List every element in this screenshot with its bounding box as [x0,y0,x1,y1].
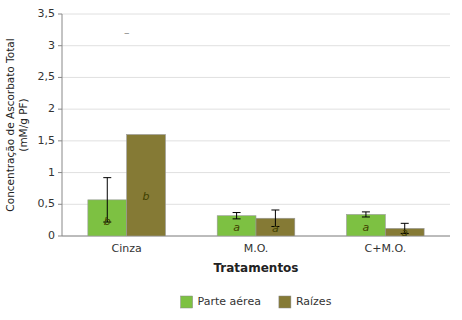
y-axis-label: Concentração de Ascorbato Total(mM/g PF) [4,38,29,211]
y-tick-label: 3,5 [38,7,56,20]
y-tick-label: 0,5 [38,197,56,210]
x-tick-label: Cinza [112,242,142,255]
bar [217,216,256,236]
error-line [236,213,237,219]
bar [347,214,386,236]
y-axis-label-line: (mM/g PF) [17,98,29,151]
legend-label: Parte aérea [198,295,261,308]
bar-label: b [143,190,150,203]
grid-line [62,77,450,78]
y-tick [58,109,62,110]
chart: 0 0,5 1 1,5 2 2,5 3 3,5 Cinza M.O. C+M.O. b a a b a a – Tr… [0,0,462,320]
error-line [365,212,366,217]
grid-line [62,45,450,46]
legend-swatch [279,296,291,308]
error-cap [362,211,370,212]
y-tick-label: 2,5 [38,70,56,83]
y-tick [58,14,62,15]
error-bar [233,213,241,219]
legend-item: Raízes [279,295,332,308]
x-tick-label: C+M.O. [365,242,407,255]
bar [127,135,166,236]
error-cap [233,218,241,219]
y-tick-label: 3 [48,39,55,52]
y-tick [58,236,62,237]
error-cap [103,177,111,178]
error-cap [362,216,370,217]
bar-label: b [104,215,111,228]
y-tick [58,45,62,46]
bars [88,135,424,236]
grid-line [62,109,450,110]
grid [62,14,450,236]
y-tick [58,77,62,78]
y-axis [62,14,63,236]
y-ticks: 0 0,5 1 1,5 2 2,5 3 3,5 [38,7,63,242]
grid-line [62,140,450,141]
error-bar [362,212,370,217]
y-tick [58,140,62,141]
bar-labels: b a a b a a [104,190,409,239]
annotation: – [124,26,130,39]
x-tick-label: M.O. [244,242,269,255]
x-axis-label: Tratamentos [213,261,298,275]
y-tick [58,204,62,205]
legend: Parte aérea Raízes [181,295,332,308]
legend-label: Raízes [296,295,332,308]
y-tick-label: 1 [48,166,55,179]
bar-label: a [363,221,370,234]
grid-line [62,14,450,15]
y-tick-label: 0 [48,229,55,242]
y-tick-label: 1,5 [38,134,56,147]
error-cap [233,212,241,213]
bar-label: a [233,221,240,234]
grid-line [62,172,450,173]
legend-swatch [181,296,193,308]
y-tick-label: 2 [48,102,55,115]
bar-label: a [401,226,408,239]
error-cap [401,223,409,224]
error-cap [271,209,279,210]
legend-item: Parte aérea [181,295,261,308]
y-axis-label-line: Concentração de Ascorbato Total [4,38,16,211]
y-tick [58,172,62,173]
bar-label: a [272,222,279,235]
